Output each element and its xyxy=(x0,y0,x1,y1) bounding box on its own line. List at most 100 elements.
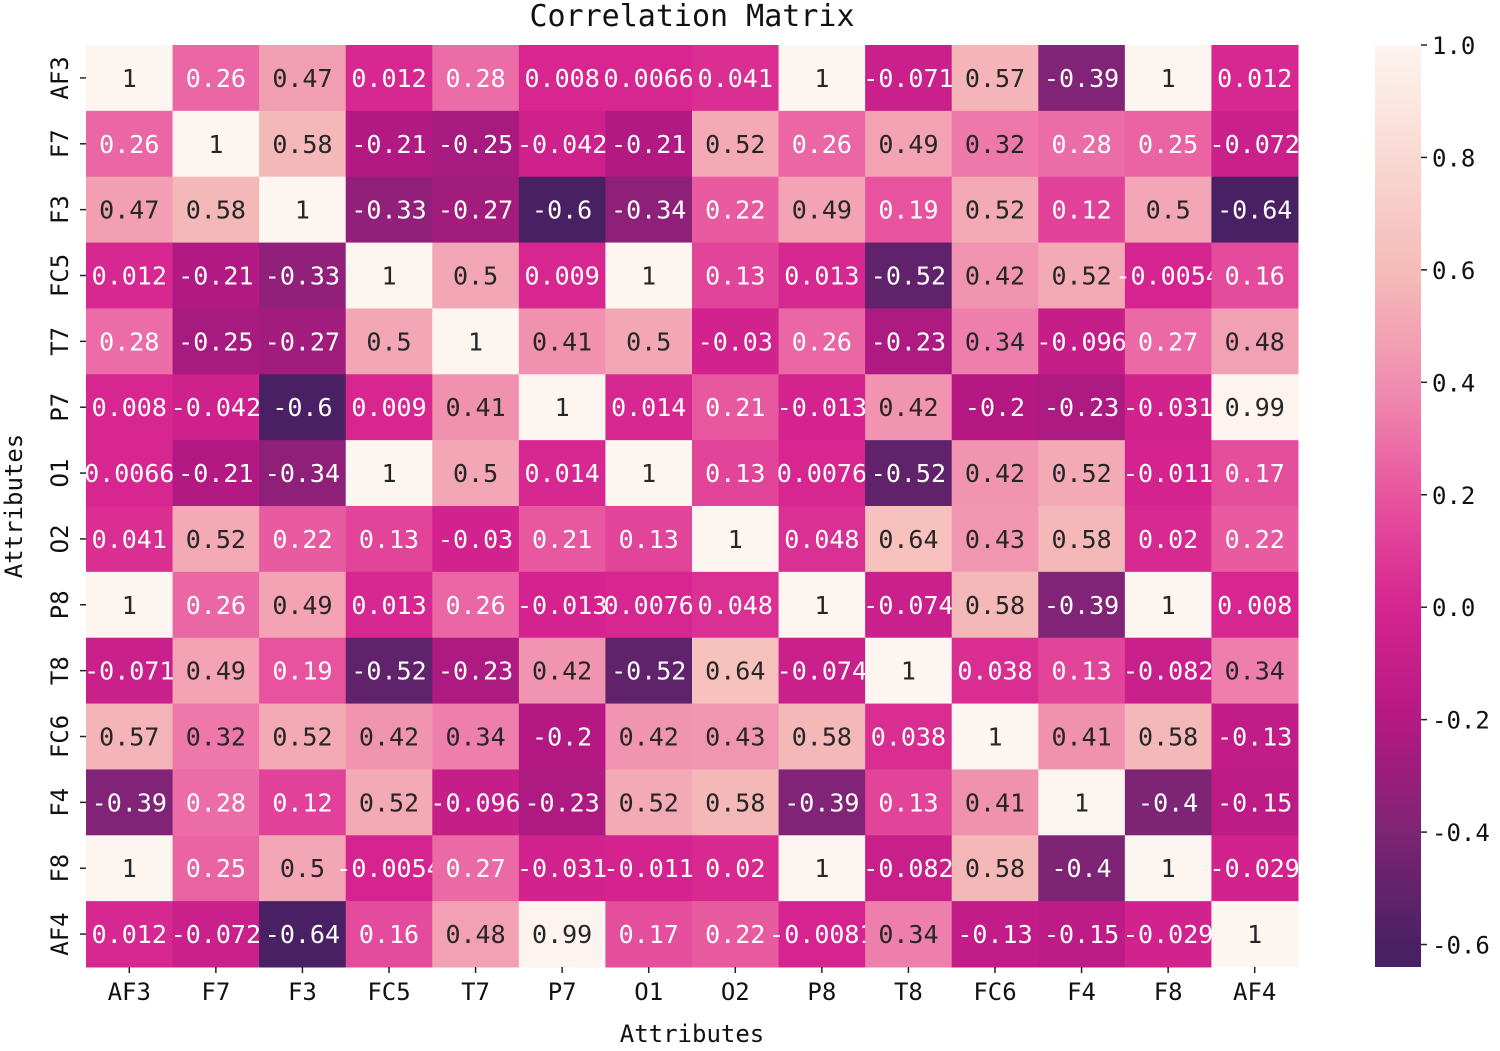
heatmap-cell xyxy=(1038,506,1126,573)
cell-value-label: 0.47 xyxy=(272,64,332,93)
cell-value-label: 0.014 xyxy=(525,459,600,488)
heatmap-cell xyxy=(259,901,347,968)
heatmap-cell xyxy=(605,506,693,573)
cell-value-label: -0.15 xyxy=(1044,920,1119,949)
cell-value-label: -0.071 xyxy=(863,64,953,93)
y-tick-label: O2 xyxy=(46,524,74,553)
heatmap-cell xyxy=(1124,703,1212,770)
x-tick-label: FC5 xyxy=(367,978,410,1006)
heatmap-cell xyxy=(1038,374,1126,441)
heatmap-cell xyxy=(259,242,347,309)
cell-value-label: 1 xyxy=(1161,64,1176,93)
x-tick-label: P7 xyxy=(548,978,577,1006)
cell-value-label: -0.15 xyxy=(1217,788,1292,817)
heatmap-cell xyxy=(1124,374,1212,441)
heatmap-cell xyxy=(259,176,347,244)
cell-value-label: 1 xyxy=(122,591,137,620)
cell-value-label: 0.009 xyxy=(525,262,600,291)
cell-value-label: -0.0054 xyxy=(1115,262,1220,291)
heatmap-cell xyxy=(86,637,174,705)
cell-value-label: 0.52 xyxy=(619,788,679,817)
cell-value-label: 0.12 xyxy=(272,788,332,817)
heatmap-cell xyxy=(692,45,780,112)
cell-value-label: -0.39 xyxy=(784,788,859,817)
cell-value-label: -0.64 xyxy=(265,920,340,949)
cell-value-label: -0.39 xyxy=(92,788,167,817)
cell-value-label: 0.64 xyxy=(878,525,938,554)
heatmap-cell xyxy=(518,308,606,375)
heatmap-cell xyxy=(86,45,174,112)
heatmap-cell xyxy=(1038,176,1126,244)
cell-value-label: 1 xyxy=(1074,788,1089,817)
cell-value-label: 0.16 xyxy=(1225,262,1285,291)
cell-value-label: -0.4 xyxy=(1051,854,1111,883)
cell-value-label: 0.99 xyxy=(1225,393,1285,422)
cell-value-label: 1 xyxy=(381,262,396,291)
heatmap-cell xyxy=(345,45,433,112)
cell-value-label: 0.52 xyxy=(965,196,1025,225)
heatmap-cell xyxy=(259,308,347,375)
cell-value-label: 0.13 xyxy=(878,788,938,817)
heatmap-cell xyxy=(432,110,520,178)
heatmap-cell xyxy=(345,176,433,244)
x-tick-label: F4 xyxy=(1067,978,1096,1006)
heatmap-cell xyxy=(259,45,347,112)
cell-value-label: 0.22 xyxy=(705,920,765,949)
heatmap-cell xyxy=(172,308,260,375)
heatmap-cell xyxy=(172,440,260,507)
cell-value-label: 0.25 xyxy=(186,854,246,883)
cell-value-label: -0.34 xyxy=(265,459,340,488)
cell-value-label: -0.34 xyxy=(611,196,686,225)
cell-value-label: 0.038 xyxy=(871,723,946,752)
heatmap-cell xyxy=(1124,242,1212,309)
x-tick-label: P8 xyxy=(807,978,836,1006)
cell-value-label: 0.99 xyxy=(532,920,592,949)
heatmap-cell xyxy=(1038,571,1126,639)
heatmap-cells: 1 0.26 0.47 0.012 0.28 0.008 0.0066 0.041 1 -0.07… xyxy=(84,45,1300,968)
cell-value-label: -0.39 xyxy=(1044,591,1119,620)
heatmap-cell xyxy=(432,703,520,770)
cell-value-label: 0.13 xyxy=(705,459,765,488)
cell-value-label: -0.21 xyxy=(178,262,253,291)
heatmap-cell xyxy=(432,440,520,507)
heatmap-cell xyxy=(1211,440,1299,507)
cell-value-label: 0.41 xyxy=(532,327,592,356)
y-tick-label: F8 xyxy=(46,854,74,883)
cell-value-label: 0.27 xyxy=(1138,327,1198,356)
cell-value-label: 0.41 xyxy=(965,788,1025,817)
y-tick-label: FC6 xyxy=(46,715,74,758)
heatmap-cell xyxy=(605,769,693,836)
heatmap-cell xyxy=(951,637,1039,705)
cell-value-label: 0.19 xyxy=(272,657,332,686)
cell-value-label: -0.27 xyxy=(438,196,513,225)
cell-value-label: 0.32 xyxy=(186,723,246,752)
cell-value-label: 1 xyxy=(555,393,570,422)
heatmap-cell xyxy=(778,637,866,705)
heatmap-cell xyxy=(432,242,520,309)
y-axis-label: Attributes xyxy=(0,434,28,579)
heatmap-cell xyxy=(518,45,606,112)
heatmap-cell xyxy=(86,571,174,639)
cell-value-label: 0.041 xyxy=(92,525,167,554)
heatmap-cell xyxy=(692,835,780,902)
cell-value-label: -0.6 xyxy=(272,393,332,422)
heatmap-cell xyxy=(86,176,174,244)
heatmap-cell xyxy=(259,769,347,836)
heatmap-cell xyxy=(172,835,260,902)
heatmap-cell xyxy=(692,901,780,968)
x-tick-label: T8 xyxy=(894,978,923,1006)
cell-value-label: -0.52 xyxy=(871,262,946,291)
colorbar-tick-label: 0.0 xyxy=(1432,594,1475,622)
cell-value-label: 0.5 xyxy=(280,854,325,883)
heatmap-cell xyxy=(345,769,433,836)
cell-value-label: -0.031 xyxy=(517,854,607,883)
cell-value-label: 0.43 xyxy=(965,525,1025,554)
heatmap-cell xyxy=(432,835,520,902)
cell-value-label: 1 xyxy=(814,854,829,883)
cell-value-label: -0.23 xyxy=(525,788,600,817)
cell-value-label: 0.28 xyxy=(186,788,246,817)
cell-value-label: 0.49 xyxy=(878,130,938,159)
heatmap-cell xyxy=(1211,835,1299,902)
heatmap-cell xyxy=(692,308,780,375)
colorbar-tick-label: 0.4 xyxy=(1432,369,1475,397)
